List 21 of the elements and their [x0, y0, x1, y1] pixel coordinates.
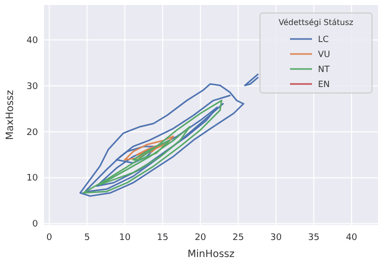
y-tick-label: 10 — [26, 174, 38, 184]
legend-label: EN — [318, 80, 330, 90]
legend-label: VU — [318, 50, 330, 60]
x-tick-label: 25 — [232, 233, 244, 243]
x-tick-label: 15 — [156, 233, 168, 243]
y-tick-label: 0 — [32, 220, 38, 230]
x-tick-label: 30 — [270, 233, 282, 243]
legend-label: LC — [318, 35, 329, 45]
x-axis-title: MinHossz — [187, 249, 235, 260]
legend-title: Védettségi Státusz — [278, 18, 354, 27]
x-tick-label: 35 — [308, 233, 320, 243]
x-tick-label: 5 — [84, 233, 90, 243]
x-tick-label: 40 — [346, 233, 358, 243]
y-tick-label: 20 — [26, 128, 38, 138]
y-tick-label: 30 — [26, 82, 38, 92]
x-tick-label: 20 — [194, 233, 206, 243]
x-tick-label: 0 — [46, 233, 52, 243]
y-axis-title: MaxHossz — [5, 90, 16, 140]
y-tick-label: 40 — [26, 36, 38, 46]
legend-label: NT — [318, 65, 330, 75]
x-tick-label: 10 — [119, 233, 131, 243]
